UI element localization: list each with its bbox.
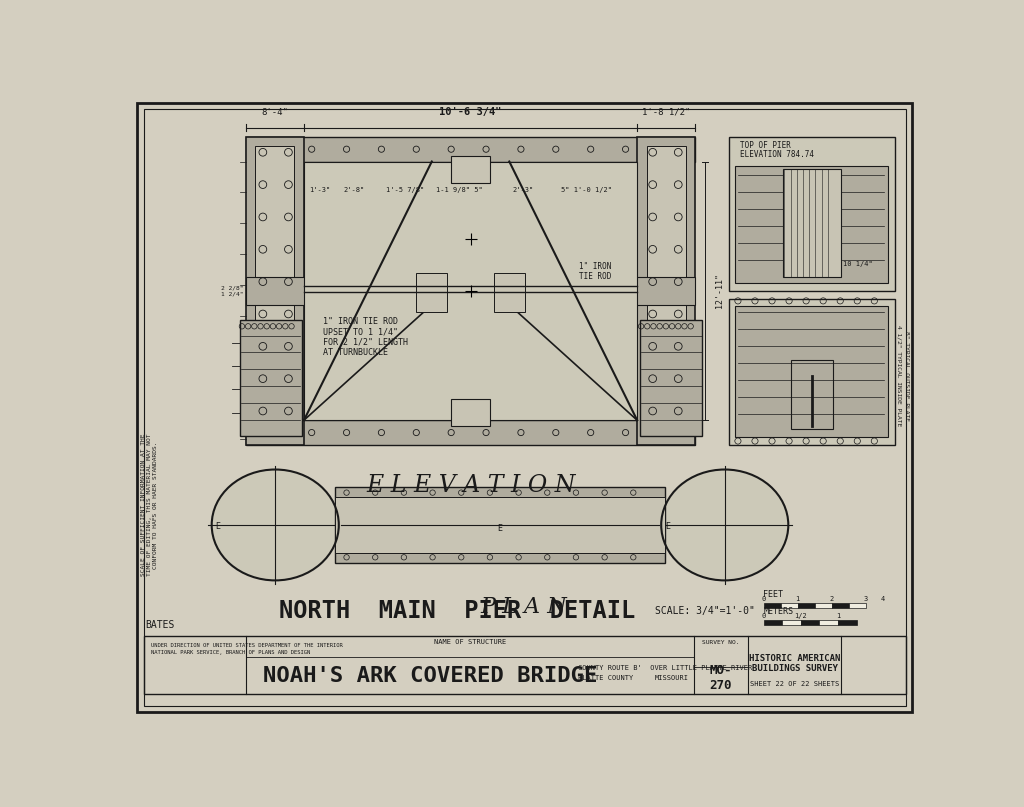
Text: 2'-3": 2'-3" (513, 187, 534, 194)
Bar (729, 299, 895, 445)
Text: 1'-5 7/8": 1'-5 7/8" (386, 187, 424, 194)
Bar (246, 420, 695, 445)
Text: 0: 0 (762, 613, 766, 619)
Bar (255, 146, 294, 436)
Text: COUNTY ROUTE B'  OVER LITTLE PLATTE RIVER: COUNTY ROUTE B' OVER LITTLE PLATTE RIVER (578, 665, 752, 671)
Text: BUILDINGS SURVEY: BUILDINGS SURVEY (752, 663, 838, 673)
Bar (791, 360, 834, 429)
Text: 10 1/4": 10 1/4" (844, 261, 873, 267)
Bar (801, 620, 819, 625)
Bar (798, 603, 815, 608)
Bar (452, 156, 489, 183)
Text: P L A N: P L A N (480, 596, 566, 618)
Text: 1" IRON TIE ROD
UPSET TO 1 1/4"
FOR 2 1/2" LENGTH
AT TURNBUCKLE: 1" IRON TIE ROD UPSET TO 1 1/4" FOR 2 1/… (324, 317, 409, 358)
Bar (637, 137, 695, 445)
Text: E: E (665, 522, 670, 531)
Text: E L E V A T I O N: E L E V A T I O N (366, 475, 575, 497)
Bar (783, 169, 841, 277)
Bar (240, 320, 302, 436)
Bar (452, 399, 489, 425)
Bar (335, 487, 665, 562)
Text: MO-
270: MO- 270 (710, 664, 732, 692)
Bar (764, 620, 782, 625)
Text: TOP OF PIER: TOP OF PIER (740, 140, 792, 149)
Text: 1-1 9/8" 5": 1-1 9/8" 5" (435, 187, 482, 194)
Text: 1: 1 (836, 613, 840, 619)
Text: UNDER DIRECTION OF UNITED STATES DEPARTMENT OF THE INTERIOR: UNDER DIRECTION OF UNITED STATES DEPARTM… (152, 642, 343, 648)
Text: 1: 1 (796, 596, 800, 602)
Text: 2: 2 (829, 596, 834, 602)
Text: BATES: BATES (145, 620, 174, 630)
Bar (304, 161, 637, 420)
Bar (838, 620, 856, 625)
Bar (819, 620, 838, 625)
Text: 0: 0 (762, 596, 766, 602)
Text: 4 1/2" TYPICAL INSIDE PLATE: 4 1/2" TYPICAL INSIDE PLATE (897, 325, 901, 426)
Text: SCALE: 3/4"=1'-0": SCALE: 3/4"=1'-0" (655, 606, 755, 617)
Text: 2'-8": 2'-8" (344, 187, 365, 194)
Text: 1" IRON
TIE ROD: 1" IRON TIE ROD (579, 262, 611, 282)
Text: NORTH  MAIN  PIER  DETAIL: NORTH MAIN PIER DETAIL (280, 600, 635, 623)
Text: SHEET 22 OF 22 SHEETS: SHEET 22 OF 22 SHEETS (750, 680, 839, 687)
Bar (735, 307, 888, 437)
Text: 4: 4 (881, 596, 885, 602)
Text: PLATTE COUNTY: PLATTE COUNTY (578, 675, 633, 681)
Bar (246, 137, 304, 445)
Text: SURVEY NO.: SURVEY NO. (702, 639, 739, 645)
Bar (417, 274, 447, 312)
Text: 8'-4": 8'-4" (262, 108, 289, 117)
Bar (815, 603, 831, 608)
Text: E: E (216, 522, 220, 531)
Text: MISSOURI: MISSOURI (655, 675, 689, 681)
Text: 5" 1'-0 1/2": 5" 1'-0 1/2" (561, 187, 612, 194)
Text: 1/2: 1/2 (795, 613, 807, 619)
Bar (246, 137, 695, 161)
Text: 1'-3": 1'-3" (309, 187, 330, 194)
Ellipse shape (212, 470, 339, 580)
Text: ELEVATION 784.74: ELEVATION 784.74 (740, 150, 814, 159)
Bar (849, 603, 866, 608)
Bar (780, 603, 798, 608)
Bar (494, 274, 524, 312)
Text: FEET: FEET (764, 591, 783, 600)
Text: 12'-11": 12'-11" (715, 274, 724, 308)
Bar (246, 277, 695, 305)
Text: NAME OF STRUCTURE: NAME OF STRUCTURE (433, 638, 506, 645)
Bar (640, 320, 701, 436)
Text: METERS: METERS (764, 608, 794, 617)
Text: 10'-6 3/4": 10'-6 3/4" (439, 107, 502, 117)
Text: NATIONAL PARK SERVICE, BRANCH OF PLANS AND DESIGN: NATIONAL PARK SERVICE, BRANCH OF PLANS A… (152, 650, 310, 655)
Bar (729, 137, 895, 291)
Text: 3: 3 (863, 596, 868, 602)
Text: HISTORIC AMERICAN: HISTORIC AMERICAN (749, 654, 840, 663)
Bar (647, 146, 686, 436)
Bar (735, 166, 888, 283)
Text: E: E (498, 524, 503, 533)
Text: NOAH'S ARK COVERED BRIDGE: NOAH'S ARK COVERED BRIDGE (263, 666, 597, 686)
Bar (143, 636, 906, 693)
Text: 1'-8 1/2": 1'-8 1/2" (642, 108, 690, 117)
Text: SCALE OF SUFFICIENT INFORMATION AT THE
TIME OF EDITING, THIS MATERIAL MAY NOT
CO: SCALE OF SUFFICIENT INFORMATION AT THE T… (141, 433, 158, 576)
Bar (764, 603, 780, 608)
Bar (831, 603, 849, 608)
Bar (782, 620, 801, 625)
Text: 2 2/8"
1 2/4": 2 2/8" 1 2/4" (220, 286, 243, 296)
Text: 8" TYPICAL OUTSIDE PLATE: 8" TYPICAL OUTSIDE PLATE (904, 331, 909, 420)
Ellipse shape (662, 470, 788, 580)
Bar (246, 137, 695, 445)
Bar (335, 497, 665, 553)
